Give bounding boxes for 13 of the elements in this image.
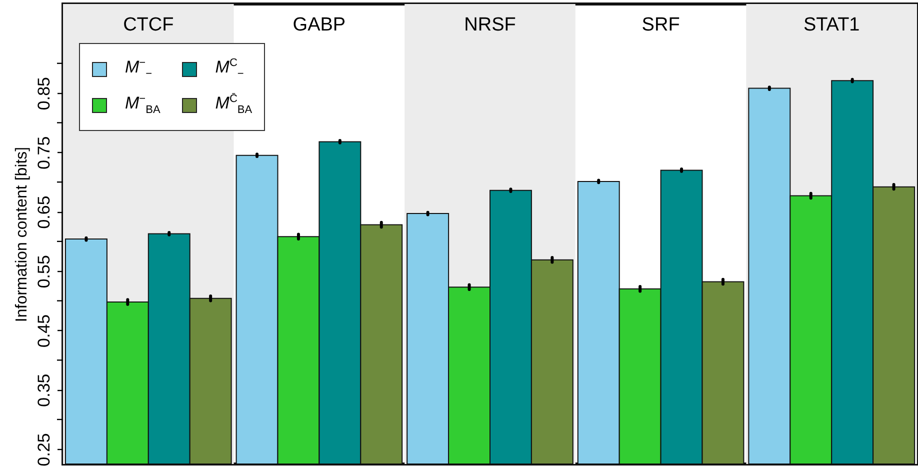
x-tick-label: SRF <box>642 14 680 36</box>
y-tick-label: 0.75 <box>34 136 54 170</box>
x-tick-label: GABP <box>292 14 346 36</box>
y-tick-label: 0.85 <box>34 76 54 110</box>
y-tick-label: 0.35 <box>34 374 54 407</box>
x-tick-label: STAT1 <box>803 14 860 36</box>
y-tick-label: 0.25 <box>34 433 54 466</box>
x-tick-label: NRSF <box>464 14 516 36</box>
x-tick-label: CTCF <box>123 14 174 36</box>
y-axis-title: Information content [bits] <box>14 146 30 322</box>
y-tick-label: 0.65 <box>34 196 54 229</box>
y-tick-label: 0.45 <box>34 314 54 348</box>
y-tick-label: 0.55 <box>34 255 54 288</box>
